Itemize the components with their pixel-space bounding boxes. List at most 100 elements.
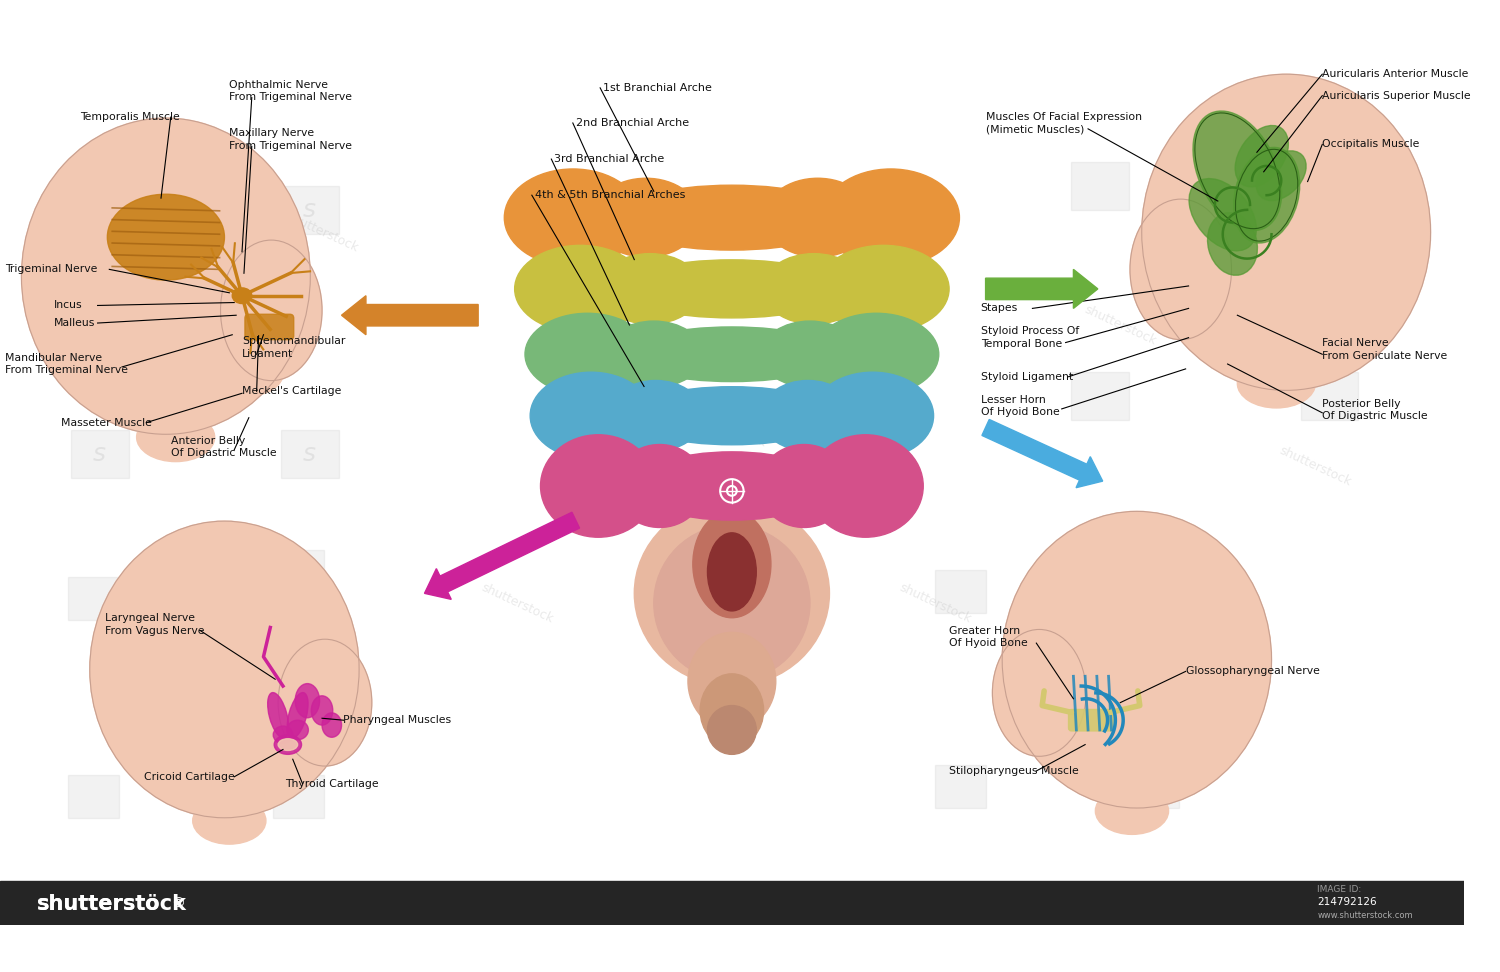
Circle shape [903, 357, 918, 371]
Circle shape [842, 483, 856, 499]
Text: Ophthalmic Nerve
From Trigeminal Nerve: Ophthalmic Nerve From Trigeminal Nerve [230, 80, 352, 102]
Circle shape [876, 483, 891, 499]
Circle shape [560, 402, 578, 420]
Circle shape [910, 292, 924, 305]
FancyBboxPatch shape [1300, 108, 1359, 156]
Ellipse shape [708, 706, 756, 754]
Ellipse shape [278, 739, 297, 750]
Text: Malleus: Malleus [54, 318, 94, 328]
Ellipse shape [214, 352, 284, 396]
Text: shutterst: shutterst [38, 893, 147, 914]
FancyBboxPatch shape [934, 765, 986, 808]
Ellipse shape [136, 413, 214, 462]
Circle shape [892, 340, 909, 358]
Circle shape [573, 483, 588, 499]
Text: Laryngeal Nerve
From Vagus Nerve: Laryngeal Nerve From Vagus Nerve [105, 613, 206, 636]
Ellipse shape [620, 260, 844, 318]
Ellipse shape [1192, 111, 1281, 230]
Ellipse shape [1234, 125, 1288, 187]
Ellipse shape [627, 387, 837, 445]
FancyBboxPatch shape [1300, 372, 1359, 420]
Ellipse shape [654, 525, 810, 681]
Ellipse shape [822, 169, 960, 266]
Ellipse shape [1002, 511, 1272, 808]
Circle shape [562, 356, 574, 368]
Circle shape [537, 204, 555, 222]
Ellipse shape [1257, 151, 1306, 200]
Circle shape [886, 402, 903, 420]
Ellipse shape [322, 712, 342, 738]
Text: shutterstock: shutterstock [1082, 302, 1158, 347]
Circle shape [897, 291, 909, 302]
Ellipse shape [592, 178, 699, 257]
Ellipse shape [634, 501, 830, 686]
Text: s: s [93, 442, 106, 466]
Text: Auricularis Anterior Muscle: Auricularis Anterior Muscle [1323, 69, 1468, 79]
Ellipse shape [192, 797, 266, 844]
Text: Masseter Muscle: Masseter Muscle [60, 418, 152, 428]
Circle shape [560, 489, 573, 503]
Text: shutterstock: shutterstock [1278, 444, 1353, 489]
Ellipse shape [273, 726, 292, 744]
Circle shape [543, 399, 562, 418]
Ellipse shape [688, 633, 776, 730]
Text: Greater Horn
Of Hyoid Bone: Greater Horn Of Hyoid Bone [948, 626, 1028, 648]
Circle shape [537, 336, 556, 356]
Text: Incus: Incus [54, 300, 82, 310]
Text: shutterstock: shutterstock [106, 302, 183, 347]
Ellipse shape [1233, 148, 1300, 243]
Ellipse shape [540, 434, 656, 538]
Text: Stapes: Stapes [981, 303, 1018, 313]
Ellipse shape [530, 372, 652, 460]
Circle shape [898, 419, 912, 433]
Text: Stilopharyngeus Muscle: Stilopharyngeus Muscle [948, 766, 1078, 776]
FancyBboxPatch shape [244, 314, 294, 339]
Text: s: s [93, 227, 106, 251]
FancyArrow shape [982, 420, 1102, 488]
Text: s: s [303, 442, 316, 466]
Circle shape [884, 418, 896, 430]
FancyArrow shape [342, 295, 478, 334]
Ellipse shape [90, 521, 358, 817]
Ellipse shape [108, 194, 225, 280]
Ellipse shape [525, 313, 650, 396]
Circle shape [878, 488, 890, 500]
FancyArrow shape [424, 512, 579, 600]
Ellipse shape [693, 510, 771, 618]
Circle shape [548, 275, 566, 293]
Circle shape [906, 220, 918, 231]
Circle shape [908, 336, 927, 356]
Circle shape [568, 418, 579, 430]
Circle shape [530, 221, 543, 234]
Text: shutterstock: shutterstock [478, 580, 555, 626]
Text: Facial Nerve
From Geniculate Nerve: Facial Nerve From Geniculate Nerve [1323, 338, 1448, 361]
Ellipse shape [807, 434, 922, 538]
Circle shape [856, 473, 871, 489]
Circle shape [567, 472, 585, 490]
FancyBboxPatch shape [280, 187, 339, 234]
Ellipse shape [1095, 787, 1168, 834]
Text: Lesser Horn
Of Hyoid Bone: Lesser Horn Of Hyoid Bone [981, 395, 1059, 417]
FancyBboxPatch shape [70, 216, 129, 263]
Circle shape [902, 399, 921, 418]
Circle shape [555, 340, 572, 358]
Ellipse shape [1190, 179, 1257, 251]
Ellipse shape [812, 372, 933, 460]
FancyBboxPatch shape [280, 431, 339, 478]
Ellipse shape [708, 533, 756, 611]
Ellipse shape [232, 288, 252, 303]
Ellipse shape [296, 683, 320, 717]
Text: shutterstock: shutterstock [692, 405, 768, 450]
Text: Auricularis Superior Muscle: Auricularis Superior Muscle [1323, 90, 1472, 101]
Circle shape [608, 483, 622, 499]
Ellipse shape [818, 245, 950, 332]
Ellipse shape [815, 313, 939, 396]
Circle shape [530, 271, 549, 291]
Ellipse shape [267, 693, 288, 738]
Circle shape [592, 473, 608, 489]
Text: 1st Branchial Arche: 1st Branchial Arche [603, 83, 712, 93]
Ellipse shape [1238, 359, 1316, 408]
Circle shape [549, 469, 568, 488]
Text: shutterstock: shutterstock [897, 580, 974, 626]
Text: Trigeminal Nerve: Trigeminal Nerve [4, 264, 98, 274]
